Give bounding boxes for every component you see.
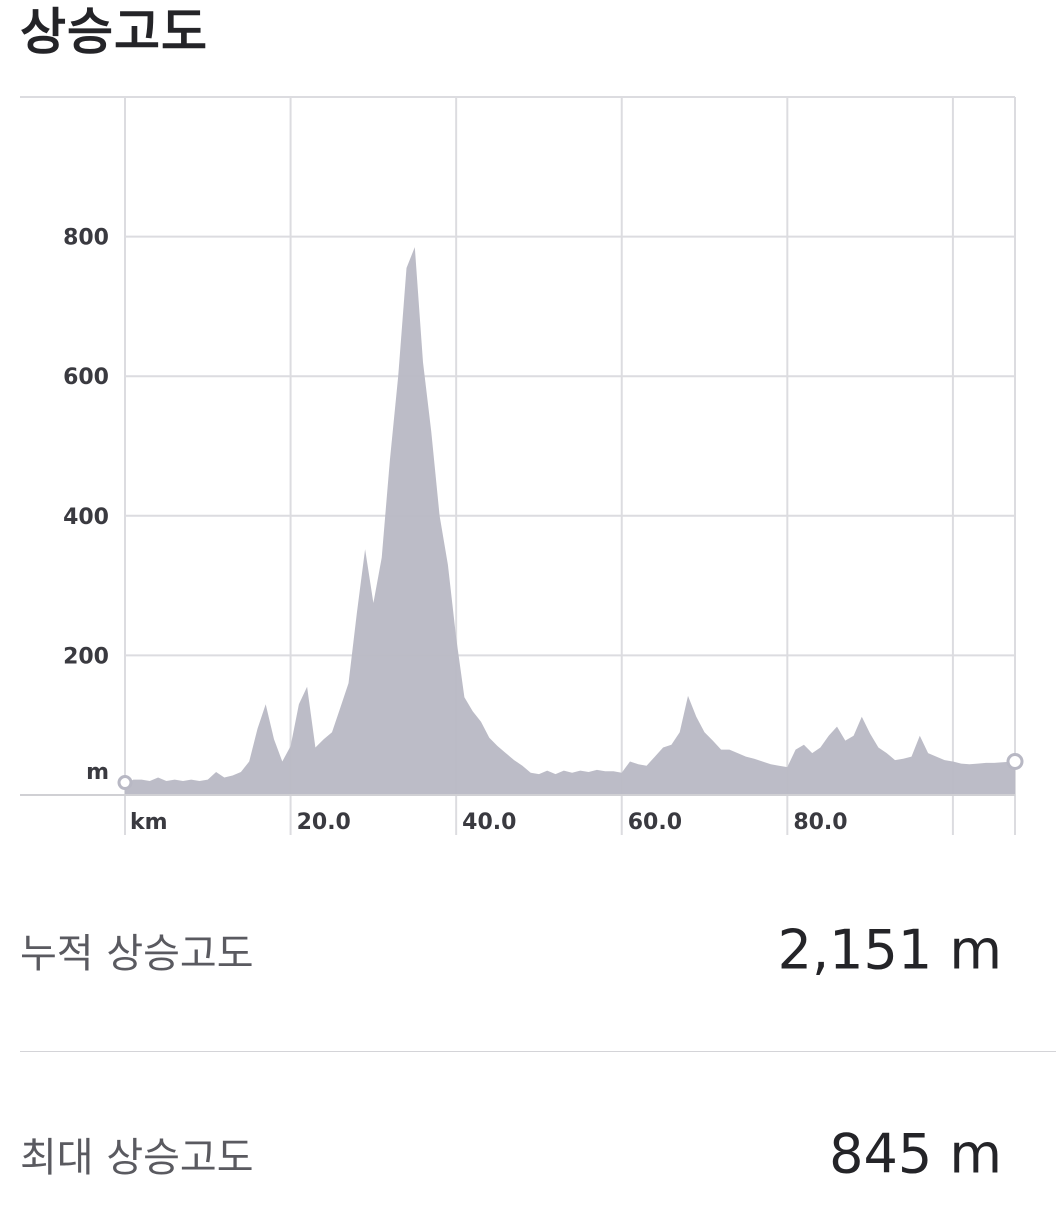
y-tick-label-200: 200 [63, 644, 109, 669]
stats-divider [20, 1051, 1056, 1052]
stat-value-max-ascent: 845 m [829, 1122, 1002, 1186]
y-tick-label-400: 400 [63, 505, 109, 530]
stat-label-cumulative-ascent: 누적 상승고도 [20, 931, 254, 977]
x-tick-label-80.0: 80.0 [793, 810, 847, 835]
y-axis-unit-label: m [86, 760, 109, 785]
stat-label-max-ascent: 최대 상승고도 [20, 1135, 254, 1181]
stat-row-max: 최대 상승고도 845 m [20, 1094, 1056, 1214]
x-axis-unit-label: km [130, 810, 168, 835]
chart-labels: 200 400 600 800 mkm 20.0 40.0 60.0 80.0 [63, 226, 848, 835]
page-title: 상승고도 [20, 3, 208, 61]
x-tick-label-20.0: 20.0 [297, 810, 351, 835]
route-start-marker [117, 775, 133, 791]
stat-row-cumulative: 누적 상승고도 2,151 m [20, 890, 1056, 1010]
elevation-chart-svg: 200 400 600 800 mkm 20.0 40.0 60.0 80.0 [20, 96, 1024, 835]
route-end-marker [1006, 752, 1024, 770]
elevation-chart: 200 400 600 800 m km 20.0 40.0 60.0 80.0 [0, 80, 1056, 860]
chart-area-layer [125, 247, 1015, 796]
stat-value-cumulative-ascent: 2,151 m [777, 918, 1002, 982]
x-tick-label-60.0: 60.0 [628, 810, 682, 835]
chart-grid [20, 96, 1016, 835]
x-tick-label-40.0: 40.0 [462, 810, 516, 835]
y-tick-label-600: 600 [63, 365, 109, 390]
elevation-area [125, 247, 1015, 796]
y-tick-label-800: 800 [63, 226, 109, 251]
chart-axes [20, 752, 1024, 796]
